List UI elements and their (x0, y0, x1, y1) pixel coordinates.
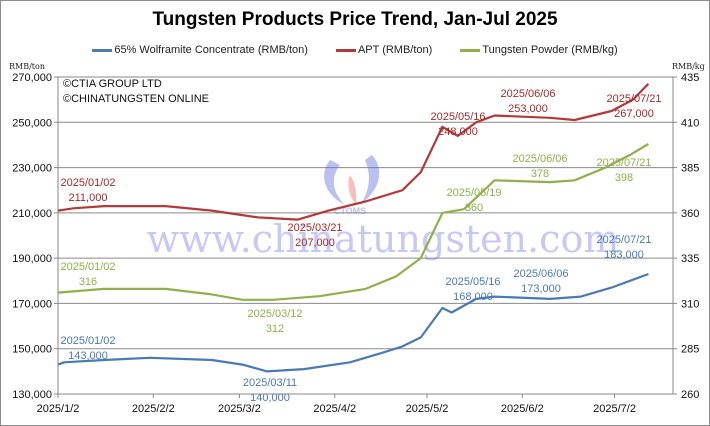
watermark-logo-icon: CTOMS (324, 155, 380, 216)
legend-swatch-apt (335, 48, 356, 52)
annotation-value: 211,000 (69, 192, 108, 204)
annotation-value: 378 (531, 168, 549, 180)
x-axis-tick: 2025/2/2 (132, 403, 175, 415)
annotation-date: 2025/07/21 (606, 93, 661, 105)
legend-item-wolframite: 65% Wolframite Concentrate (RMB/ton) (92, 44, 308, 56)
right-axis-tick: 385 (681, 163, 699, 175)
x-axis-tick: 2025/4/2 (313, 403, 356, 415)
watermark-text: www.chinatungsten.com (147, 217, 620, 261)
legend-swatch-powder (460, 48, 481, 52)
annotation-date: 2025/03/11 (243, 377, 297, 389)
left-axis-unit: RMB/ton (9, 62, 45, 71)
right-axis-tick: 360 (681, 208, 699, 220)
legend-label-powder: Tungsten Powder (RMB/kg) (482, 44, 618, 56)
right-axis-tick: 335 (681, 253, 699, 265)
right-axis-unit: RMB/kg (672, 62, 705, 71)
left-axis-tick: 190,000 (12, 253, 52, 265)
annotation-date: 2025/07/21 (596, 157, 651, 169)
annotation-date: 2025/03/12 (247, 308, 302, 320)
left-axis-tick: 150,000 (12, 344, 52, 356)
right-axis-tick: 410 (681, 117, 699, 129)
legend-label-apt: APT (RMB/ton) (357, 44, 433, 56)
annotation-value: 173,000 (521, 283, 561, 295)
annotation-date: 2025/01/02 (60, 335, 115, 347)
annotation-value: 168,000 (453, 291, 493, 303)
annotation-date: 2025/07/21 (596, 234, 651, 246)
annotation-date: 2025/05/19 (446, 187, 501, 199)
x-axis-tick: 2025/6/2 (501, 403, 544, 415)
annotation-value: 253,000 (508, 103, 548, 115)
annotation-date: 2025/05/16 (445, 276, 500, 288)
annotation-date: 2025/06/06 (512, 153, 567, 165)
left-axis-tick: 270,000 (12, 72, 52, 84)
annotation-value: 398 (615, 172, 633, 184)
annotation-value: 312 (266, 323, 284, 335)
x-axis-tick: 2025/5/2 (406, 403, 449, 415)
x-axis-tick: 2025/7/2 (593, 403, 636, 415)
annotation-value: 143,000 (68, 350, 108, 362)
right-axis-tick: 285 (681, 344, 699, 356)
legend-swatch-wolframite (92, 48, 113, 52)
annotation-value: 316 (79, 276, 97, 288)
annotation-value: 183,000 (604, 249, 644, 261)
legend-label-wolframite: 65% Wolframite Concentrate (RMB/ton) (114, 44, 308, 56)
annotation-value: 267,000 (614, 108, 654, 120)
annotation-date: 2025/01/02 (60, 177, 115, 189)
annotation-value: 360 (465, 202, 483, 214)
right-axis-tick: 260 (681, 389, 699, 401)
legend-item-powder: Tungsten Powder (RMB/kg) (460, 44, 618, 56)
annotation-date: 2025/06/06 (513, 268, 568, 280)
copyright-line-2: ©CHINATUNGSTEN ONLINE (63, 93, 210, 105)
annotation-date: 2025/03/21 (287, 222, 342, 234)
left-axis-tick: 170,000 (12, 298, 52, 310)
right-axis-tick: 435 (681, 72, 699, 84)
annotation-date: 2025/06/06 (500, 88, 555, 100)
x-axis-tick: 2025/1/2 (37, 403, 80, 415)
series-line-0 (57, 272, 649, 373)
annotation-date: 2025/01/02 (60, 261, 115, 273)
left-axis-tick: 210,000 (12, 208, 52, 220)
series-line-1 (57, 83, 650, 221)
left-axis-tick: 250,000 (12, 117, 52, 129)
legend-item-apt: APT (RMB/ton) (335, 44, 433, 56)
left-axis-tick: 230,000 (12, 163, 52, 175)
copyright-line-1: ©CTIA GROUP LTD (63, 78, 162, 90)
legend: 65% Wolframite Concentrate (RMB/ton) APT… (0, 44, 710, 56)
annotation-value: 248,000 (438, 126, 478, 138)
x-axis-tick: 2025/3/2 (218, 403, 261, 415)
left-axis-tick: 130,000 (12, 389, 52, 401)
right-axis-tick: 310 (681, 298, 699, 310)
annotation-value: 140,000 (250, 392, 290, 404)
chart-title: Tungsten Products Price Trend, Jan-Jul 2… (152, 9, 558, 30)
series-line-2 (57, 143, 649, 301)
annotation-date: 2025/05/16 (430, 111, 485, 123)
svg-text:CTOMS: CTOMS (334, 206, 366, 216)
annotation-value: 207,000 (295, 237, 335, 249)
